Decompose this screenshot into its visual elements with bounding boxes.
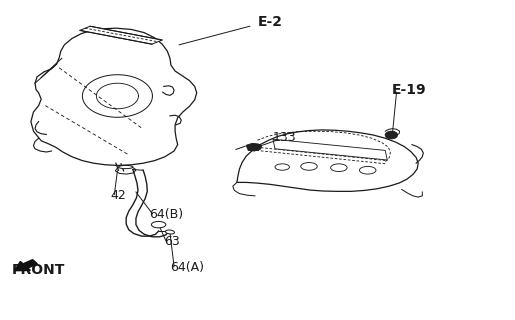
Text: E-19: E-19: [391, 83, 426, 97]
Ellipse shape: [331, 164, 347, 172]
Polygon shape: [31, 28, 197, 165]
Text: 63: 63: [164, 235, 180, 248]
Text: 133: 133: [273, 131, 297, 144]
Ellipse shape: [359, 166, 376, 174]
Ellipse shape: [301, 163, 317, 170]
Polygon shape: [246, 143, 262, 151]
Polygon shape: [80, 26, 162, 44]
Text: 64(A): 64(A): [170, 261, 204, 274]
Ellipse shape: [151, 221, 166, 228]
Text: 42: 42: [111, 189, 127, 202]
Text: 64(B): 64(B): [149, 208, 183, 221]
Polygon shape: [273, 139, 387, 160]
Ellipse shape: [118, 165, 133, 169]
FancyArrow shape: [14, 260, 38, 271]
Text: FRONT: FRONT: [11, 263, 65, 277]
Polygon shape: [115, 166, 136, 174]
Circle shape: [385, 131, 398, 139]
Ellipse shape: [165, 230, 175, 234]
Ellipse shape: [275, 164, 289, 170]
Text: E-2: E-2: [258, 15, 283, 29]
Polygon shape: [237, 130, 418, 191]
